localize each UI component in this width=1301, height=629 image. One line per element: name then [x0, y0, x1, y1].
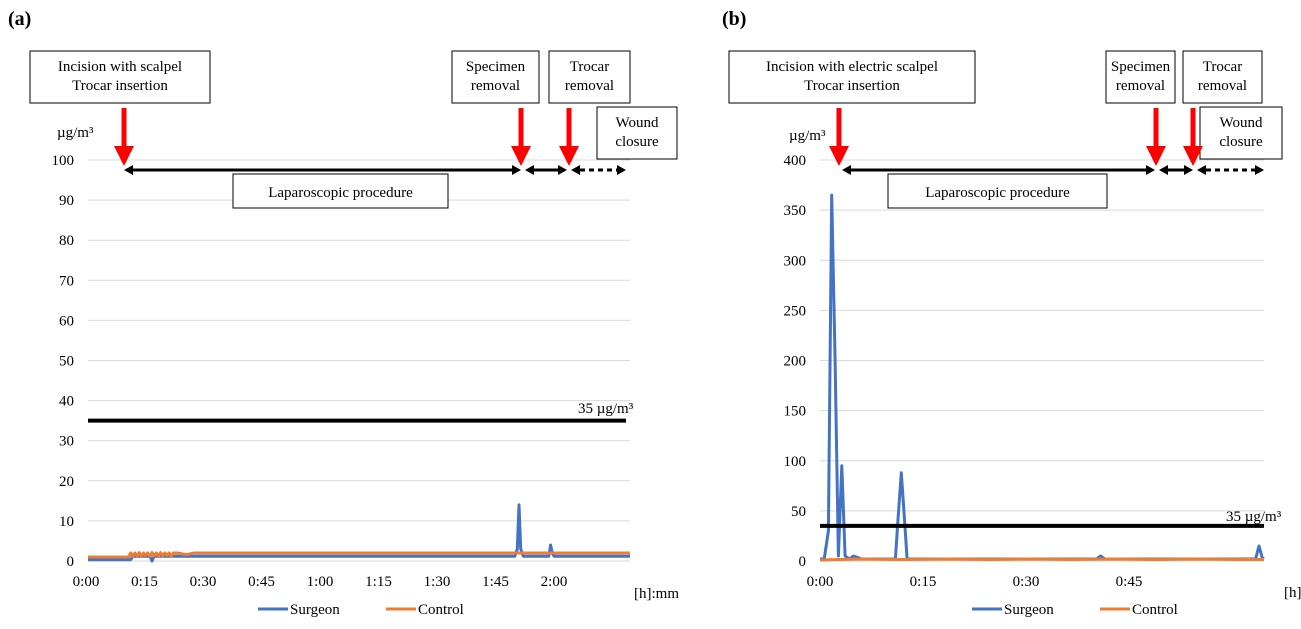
event-label: Wound — [616, 115, 659, 131]
legend-label: Surgeon — [290, 602, 340, 618]
y-tick-label: 0 — [799, 554, 807, 570]
legend-label: Surgeon — [1004, 602, 1054, 618]
event-label: Incision with scalpel — [58, 59, 182, 75]
y-tick-label: 70 — [59, 273, 74, 289]
x-tick-label: 2:00 — [541, 574, 568, 590]
event-label: closure — [615, 134, 659, 150]
event-label: removal — [1198, 78, 1247, 94]
x-unit-label: [h]:mm — [1284, 585, 1301, 601]
y-unit-label: µg/m³ — [57, 125, 94, 141]
y-tick-label: 200 — [784, 354, 807, 370]
event-label: closure — [1219, 134, 1263, 150]
arrow-head — [525, 165, 534, 175]
arrow-head — [842, 165, 851, 175]
panel-label: (b) — [722, 8, 746, 30]
x-tick-label: 0:30 — [190, 574, 217, 590]
event-label: Trocar — [570, 59, 609, 75]
x-tick-label: 1:15 — [365, 574, 392, 590]
event-label: removal — [565, 78, 614, 94]
event-box — [548, 50, 631, 104]
arrow-head — [1255, 165, 1264, 175]
phase-label: Laparoscopic procedure — [925, 185, 1070, 201]
event-box — [728, 50, 976, 104]
y-tick-label: 40 — [59, 394, 74, 410]
x-tick-label: 1:30 — [424, 574, 451, 590]
y-tick-label: 400 — [784, 153, 807, 169]
y-tick-label: 10 — [59, 514, 74, 530]
arrow-head — [1184, 165, 1193, 175]
y-tick-label: 350 — [784, 203, 807, 219]
y-tick-label: 0 — [67, 554, 75, 570]
phase-label: Laparoscopic procedure — [268, 185, 413, 201]
series-line-control — [819, 557, 1264, 562]
event-box — [451, 50, 540, 104]
event-label: removal — [471, 78, 520, 94]
series-line-control — [88, 551, 630, 559]
legend-label: Control — [1132, 602, 1178, 618]
x-tick-label: 0:15 — [131, 574, 158, 590]
threshold-label: 35 µg/m³ — [578, 401, 634, 417]
x-tick-label: 0:45 — [248, 574, 275, 590]
event-label: Trocar insertion — [72, 78, 168, 94]
threshold-label: 35 µg/m³ — [1226, 509, 1282, 525]
event-label: Trocar insertion — [804, 78, 900, 94]
y-tick-label: 50 — [791, 504, 806, 520]
y-tick-label: 20 — [59, 474, 74, 490]
panel-label: (a) — [8, 8, 31, 30]
y-tick-label: 50 — [59, 354, 74, 370]
y-unit-label: µg/m³ — [789, 128, 826, 144]
y-tick-label: 250 — [784, 303, 807, 319]
event-box — [596, 106, 678, 160]
event-label: Specimen — [1111, 59, 1171, 75]
event-box — [1105, 50, 1176, 104]
x-tick-label: 1:00 — [307, 574, 334, 590]
series-line-surgeon — [820, 193, 1265, 561]
phase-box — [887, 173, 1108, 209]
x-tick-label: 0:00 — [73, 574, 100, 590]
y-tick-label: 150 — [784, 404, 807, 420]
event-label: Wound — [1220, 115, 1263, 131]
event-label: Incision with electric scalpel — [766, 59, 938, 75]
arrow-head — [124, 165, 133, 175]
event-box — [1182, 50, 1263, 104]
x-tick-label: 0:45 — [1116, 574, 1143, 590]
y-tick-label: 80 — [59, 233, 74, 249]
y-tick-label: 300 — [784, 253, 807, 269]
y-tick-label: 30 — [59, 434, 74, 450]
arrow-head — [1159, 165, 1168, 175]
y-tick-label: 100 — [52, 153, 75, 169]
y-tick-label: 100 — [784, 454, 807, 470]
x-unit-label: [h]:mm — [634, 586, 679, 602]
arrow-head — [1146, 165, 1155, 175]
arrow-head — [1197, 165, 1206, 175]
phase-box — [232, 173, 449, 209]
x-tick-label: 0:30 — [1013, 574, 1040, 590]
x-tick-label: 0:00 — [807, 574, 834, 590]
event-label: Specimen — [466, 59, 526, 75]
arrow-head — [558, 165, 567, 175]
event-label: removal — [1116, 78, 1165, 94]
panel-b: (b) 0 50 100 150 200 250 300 350 400 µg/m³ 0:00 0:15… — [722, 8, 1301, 618]
x-tick-label: 0:15 — [910, 574, 937, 590]
event-box — [29, 50, 211, 104]
event-box — [1199, 106, 1283, 160]
arrow-head — [617, 165, 626, 175]
y-tick-label: 90 — [59, 193, 74, 209]
arrow-head — [571, 165, 580, 175]
panel-a: (a) 0 10 20 30 40 50 60 70 80 90 100 µg/m³ 0:00 0:15 0:… — [8, 8, 679, 618]
arrow-head — [512, 165, 521, 175]
y-tick-label: 60 — [59, 313, 74, 329]
x-tick-label: 1:45 — [482, 574, 509, 590]
event-label: Trocar — [1203, 59, 1242, 75]
legend-label: Control — [418, 602, 464, 618]
